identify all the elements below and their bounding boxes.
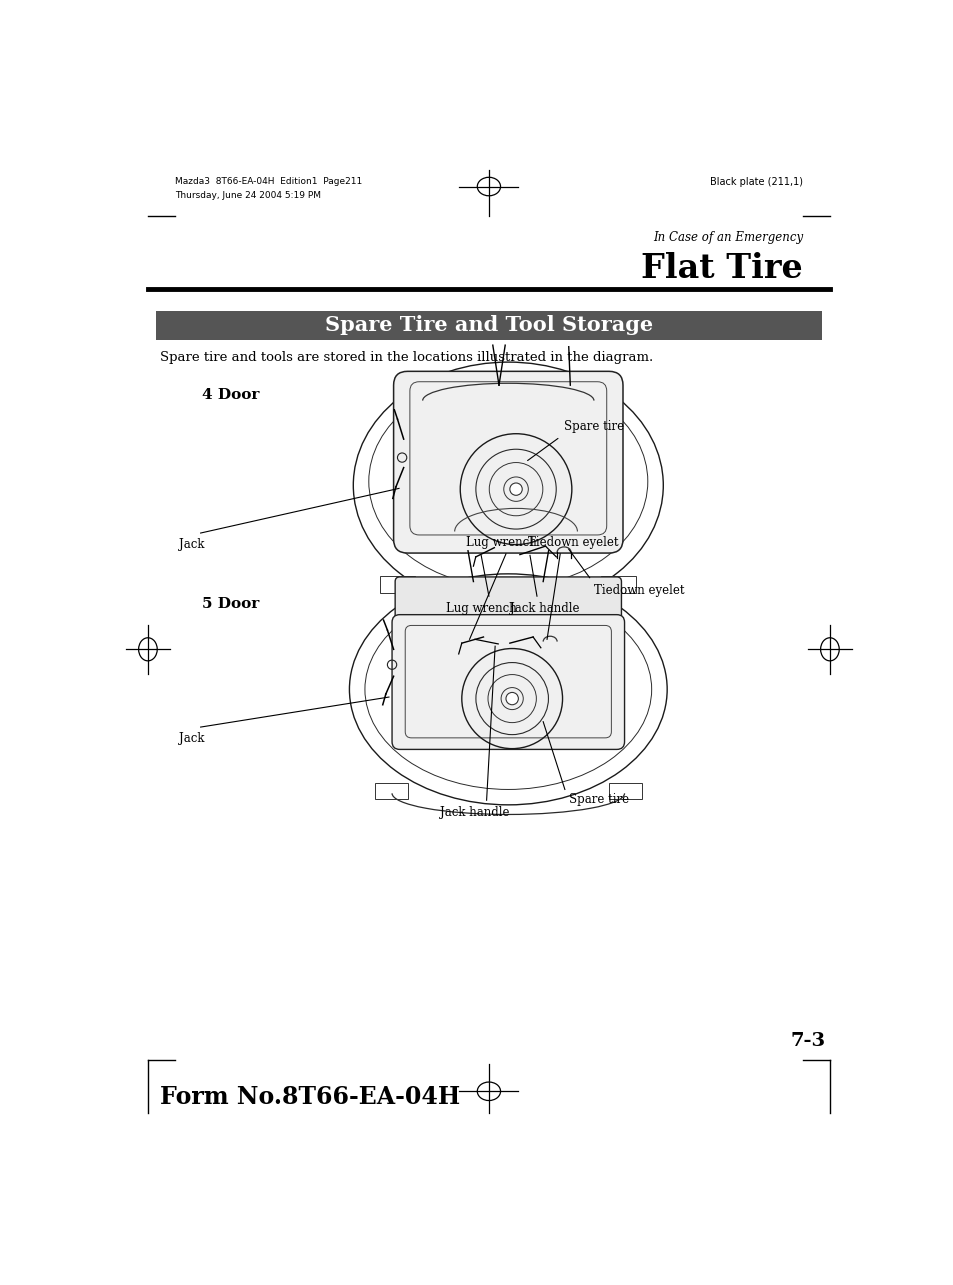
Text: Jack: Jack	[179, 731, 204, 745]
FancyBboxPatch shape	[395, 577, 620, 628]
Bar	[375, 784, 407, 799]
Text: Spare tire: Spare tire	[563, 420, 623, 433]
FancyBboxPatch shape	[394, 371, 622, 553]
Text: Jack handle: Jack handle	[439, 807, 509, 820]
Bar	[380, 576, 415, 594]
Bar	[608, 784, 641, 799]
Text: Form No.8T66-EA-04H: Form No.8T66-EA-04H	[159, 1086, 459, 1109]
Text: Spare tire and tools are stored in the locations illustrated in the diagram.: Spare tire and tools are stored in the l…	[159, 351, 652, 364]
Text: Lug wrench: Lug wrench	[465, 536, 536, 549]
Text: 7-3: 7-3	[790, 1032, 825, 1050]
Text: Tiedown eyelet: Tiedown eyelet	[527, 536, 618, 549]
FancyBboxPatch shape	[392, 614, 624, 749]
Circle shape	[509, 483, 521, 495]
Text: 4 Door: 4 Door	[202, 388, 259, 401]
Text: Tiedown eyelet: Tiedown eyelet	[593, 583, 683, 596]
Text: 5 Door: 5 Door	[202, 598, 259, 610]
Text: Jack handle: Jack handle	[509, 603, 578, 616]
Text: Flat Tire: Flat Tire	[640, 252, 802, 285]
Circle shape	[505, 693, 517, 704]
Text: Lug wrench: Lug wrench	[446, 603, 517, 616]
Text: Black plate (211,1): Black plate (211,1)	[709, 177, 802, 188]
Text: Jack: Jack	[179, 537, 204, 551]
Bar	[155, 311, 821, 339]
Text: Spare tire: Spare tire	[568, 793, 628, 806]
Bar	[600, 576, 636, 594]
Text: Spare Tire and Tool Storage: Spare Tire and Tool Storage	[325, 315, 652, 335]
Text: Thursday, June 24 2004 5:19 PM: Thursday, June 24 2004 5:19 PM	[174, 191, 321, 200]
Text: In Case of an Emergency: In Case of an Emergency	[652, 231, 802, 244]
Text: Mazda3  8T66-EA-04H  Edition1  Page211: Mazda3 8T66-EA-04H Edition1 Page211	[174, 177, 362, 186]
